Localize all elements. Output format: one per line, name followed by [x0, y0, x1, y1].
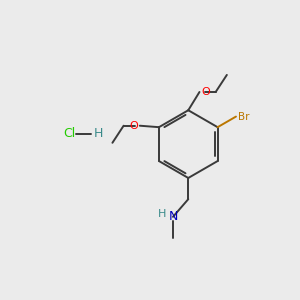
Text: N: N	[168, 210, 178, 223]
Text: Cl: Cl	[63, 127, 75, 140]
Text: Br: Br	[238, 112, 249, 122]
Text: O: O	[201, 87, 210, 97]
Text: O: O	[129, 121, 138, 131]
Text: H: H	[94, 127, 104, 140]
Text: H: H	[158, 209, 166, 220]
